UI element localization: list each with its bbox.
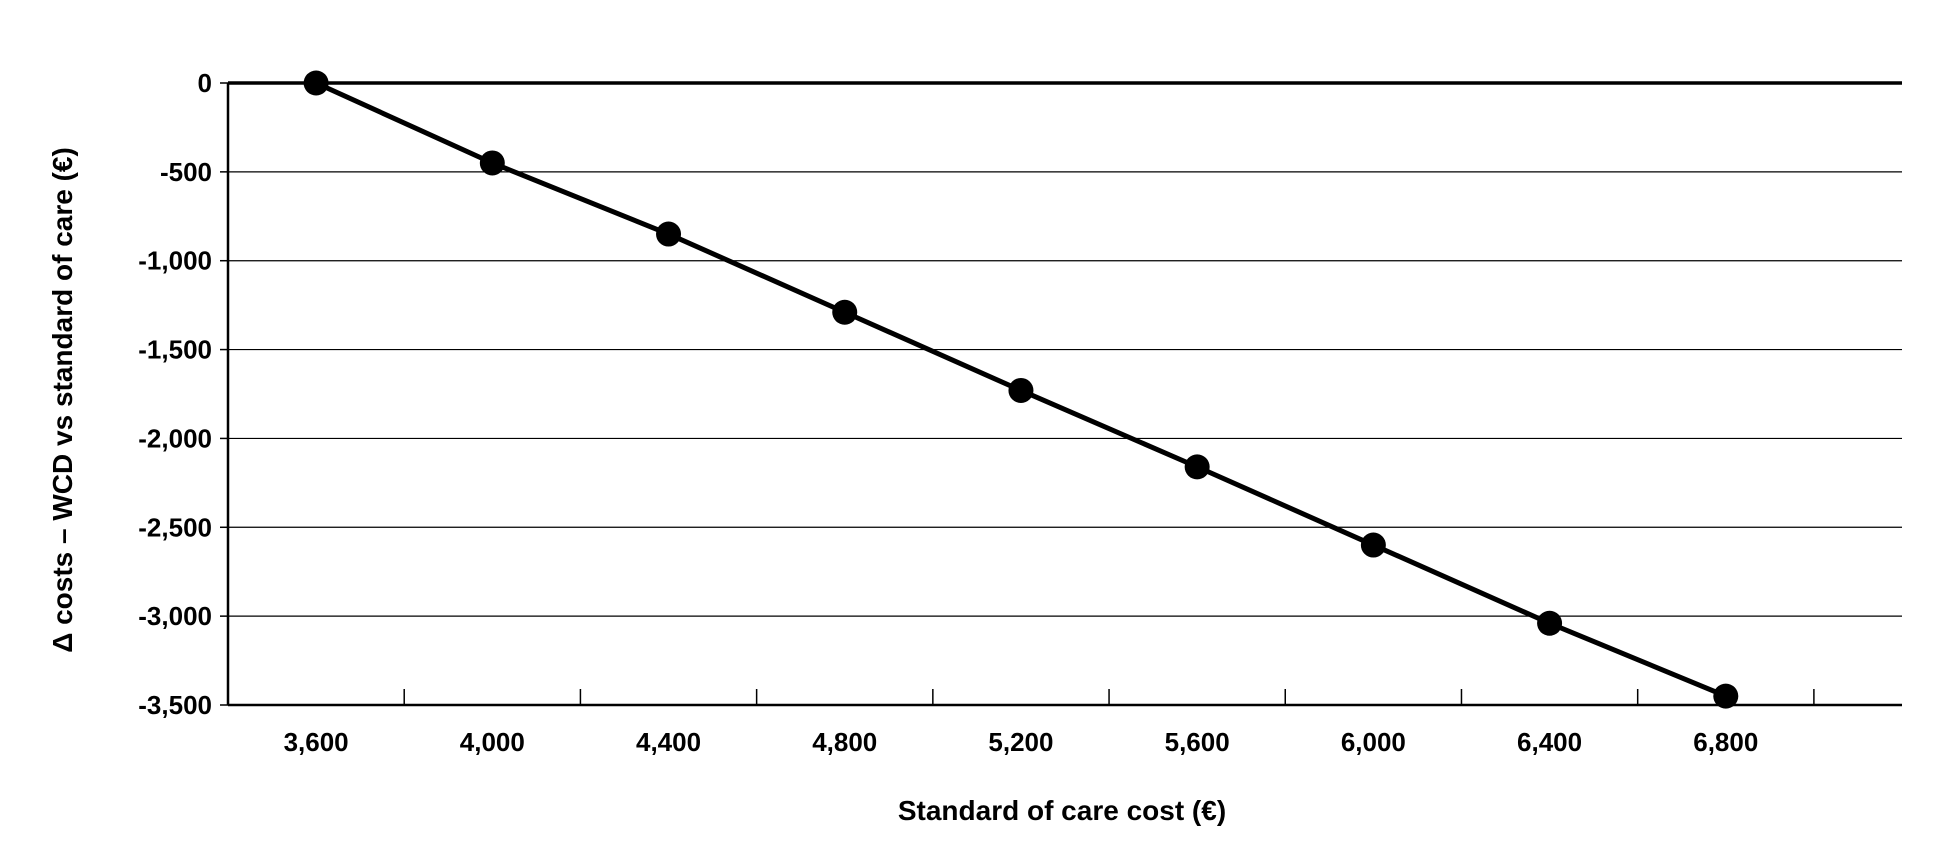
data-point xyxy=(656,221,682,247)
y-tick-label: -2,500 xyxy=(138,512,212,542)
y-tick-label: -3,500 xyxy=(138,690,212,720)
x-tick-label: 6,400 xyxy=(1517,727,1582,757)
gridlines xyxy=(228,81,1902,617)
data-point xyxy=(1008,377,1034,403)
data-point xyxy=(303,70,329,96)
data-point xyxy=(1184,454,1210,480)
x-tick-label: 4,800 xyxy=(812,727,877,757)
y-tick-label: -500 xyxy=(160,157,212,187)
y-axis-title: Δ costs – WCD vs standard of care (€) xyxy=(47,147,78,653)
x-tick-label: 3,600 xyxy=(284,727,349,757)
data-series xyxy=(303,70,1739,709)
x-tick-label: 6,800 xyxy=(1693,727,1758,757)
y-tick-label: -2,000 xyxy=(138,423,212,453)
x-tick-label: 5,200 xyxy=(988,727,1053,757)
data-point xyxy=(1713,683,1739,709)
y-tick-label: -1,500 xyxy=(138,335,212,365)
x-axis-title: Standard of care cost (€) xyxy=(898,795,1226,826)
x-tick-label: 5,600 xyxy=(1165,727,1230,757)
y-tick-label: -3,000 xyxy=(138,601,212,631)
data-point xyxy=(1360,532,1386,558)
tick-labels: 0 -500 -1,000 -1,500 -2,000 -2,500 -3,000 -3,50… xyxy=(138,68,1758,757)
x-tick-label: 6,000 xyxy=(1341,727,1406,757)
data-point xyxy=(832,299,858,325)
y-tick-label: -1,000 xyxy=(138,246,212,276)
x-tick-label: 4,000 xyxy=(460,727,525,757)
data-point xyxy=(1537,610,1563,636)
x-tick-label: 4,400 xyxy=(636,727,701,757)
axes xyxy=(220,82,1902,707)
y-tick-label: 0 xyxy=(198,68,212,98)
data-point xyxy=(479,150,505,176)
